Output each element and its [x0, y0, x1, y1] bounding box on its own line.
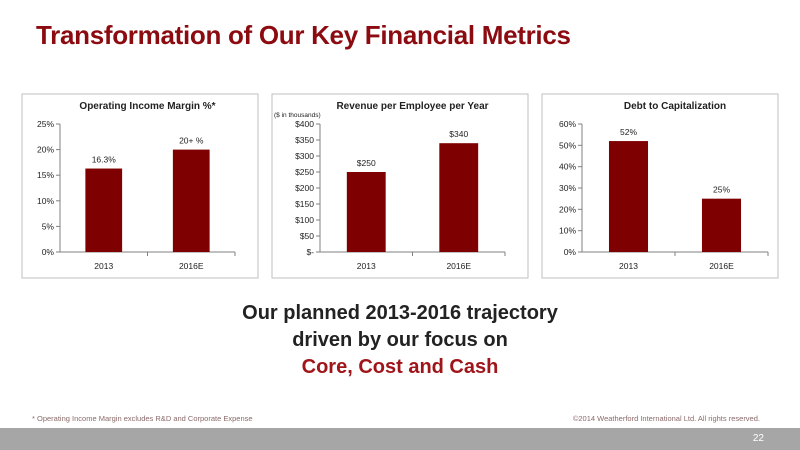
x-tick-label: 2016E — [179, 261, 204, 271]
y-tick-label: $300 — [295, 151, 314, 161]
bar-2016e — [701, 198, 742, 252]
y-tick-label: 50% — [559, 140, 576, 150]
x-tick-label: 2016E — [446, 261, 471, 271]
x-tick-label: 2013 — [619, 261, 638, 271]
page-number: 22 — [752, 433, 764, 444]
y-tick-label: $250 — [295, 167, 314, 177]
bar-2013 — [85, 168, 123, 252]
bar-2013 — [346, 172, 386, 252]
y-tick-label: 10% — [559, 226, 576, 236]
y-tick-label: $400 — [295, 119, 314, 129]
y-tick-label: $200 — [295, 183, 314, 193]
y-tick-label: $100 — [295, 215, 314, 225]
chart-operating-income-margin: Operating Income Margin %* 0% 5% 10% 15% 20% 2… — [21, 93, 259, 279]
headline-line-3: Core, Cost and Cash — [301, 356, 499, 378]
y-tick-label: 0% — [42, 247, 55, 257]
x-tick-label: 2016E — [709, 261, 734, 271]
chart-revenue-per-employee: Revenue per Employee per Year ($ in thous… — [271, 93, 529, 279]
y-tick-label: 60% — [559, 119, 576, 129]
y-tick-label: 20% — [37, 145, 54, 155]
y-tick-label: 0% — [564, 247, 577, 257]
chart-frame — [541, 93, 779, 279]
data-label: $250 — [357, 158, 376, 168]
chart-frame — [271, 93, 529, 279]
chart-title: Debt to Capitalization — [624, 101, 726, 112]
chart-debt-to-capitalization: Debt to Capitalization 0% 10% 20% 30% 40% 50% 6… — [541, 93, 779, 279]
y-tick-label: 30% — [559, 183, 576, 193]
headline-line-2: driven by our focus on — [292, 329, 508, 351]
data-label: 25% — [713, 185, 730, 195]
headline-line-1: Our planned 2013-2016 trajectory — [242, 302, 558, 324]
y-tick-label: 40% — [559, 162, 576, 172]
copyright: ©2014 Weatherford International Ltd. All… — [572, 414, 760, 423]
chart-subtitle: ($ in thousands) — [274, 112, 321, 119]
y-tick-label: $350 — [295, 135, 314, 145]
chart-frame — [21, 93, 259, 279]
y-tick-label: $- — [306, 247, 314, 257]
data-label: 16.3% — [92, 155, 117, 165]
y-tick-label: $50 — [300, 231, 314, 241]
y-tick-label: $150 — [295, 199, 314, 209]
bar-2016e — [172, 149, 210, 252]
bar-2016e — [439, 143, 479, 252]
y-tick-label: 15% — [37, 170, 54, 180]
data-label: $340 — [449, 129, 468, 139]
y-tick-label: 25% — [37, 119, 54, 129]
footnote: * Operating Income Margin excludes R&D a… — [32, 414, 253, 423]
footer-bar: 22 — [0, 428, 800, 450]
slide-title: Transformation of Our Key Financial Metr… — [36, 20, 571, 50]
x-tick-label: 2013 — [357, 261, 376, 271]
data-label: 20+ % — [179, 136, 204, 146]
x-tick-label: 2013 — [94, 261, 113, 271]
y-tick-label: 10% — [37, 196, 54, 206]
y-tick-label: 5% — [42, 221, 55, 231]
chart-title: Operating Income Margin %* — [79, 101, 215, 112]
chart-title: Revenue per Employee per Year — [336, 101, 488, 112]
data-label: 52% — [620, 127, 637, 137]
y-tick-label: 20% — [559, 204, 576, 214]
headline: Our planned 2013-2016 trajectory driven … — [0, 300, 800, 381]
bar-2013 — [608, 141, 649, 252]
